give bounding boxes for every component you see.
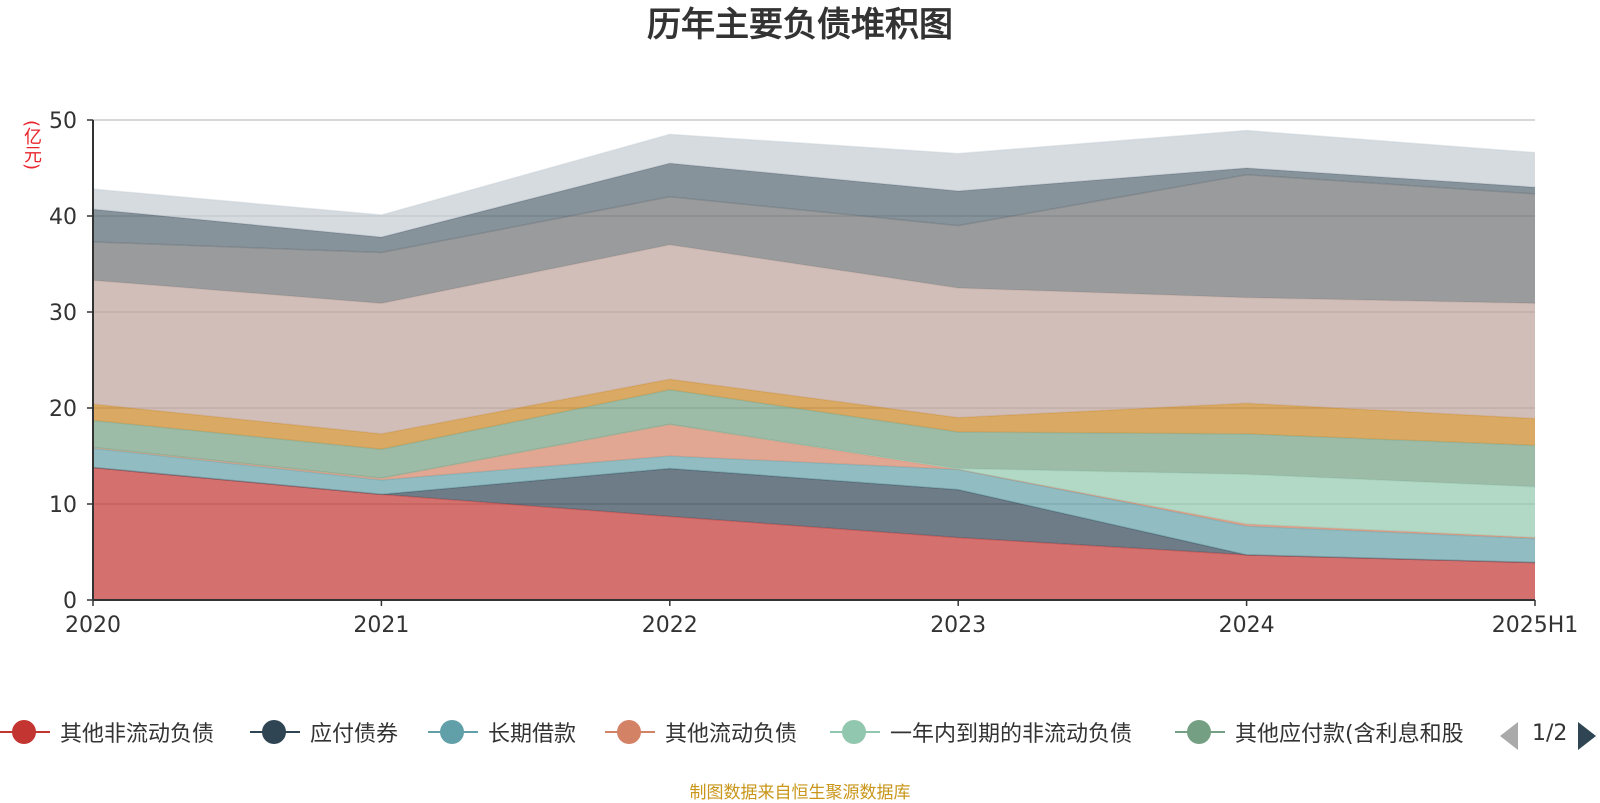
legend-marker-icon [0, 715, 50, 749]
legend-item[interactable]: 其他流动负债 [605, 715, 797, 749]
area-series-1 [93, 467, 1535, 600]
y-tick-label: 20 [49, 397, 77, 422]
area-series-9 [93, 174, 1535, 304]
legend-item[interactable]: 其他应付款(含利息和股 [1175, 715, 1464, 749]
legend-item[interactable]: 应付债券 [250, 715, 398, 749]
area-series-5 [93, 424, 1535, 538]
y-tick-label: 0 [63, 589, 77, 614]
legend: 其他非流动负债 应付债券 长期借款 其他流动负债 一年内到期的非流动负债 其他应付款(含利… [0, 715, 1600, 755]
area-series-11 [93, 130, 1535, 238]
legend-pager: 1/2 [1500, 718, 1600, 750]
legend-item[interactable]: 一年内到期的非流动负债 [830, 715, 1132, 749]
y-tick-label: 50 [49, 109, 77, 134]
area-series-6 [93, 389, 1535, 487]
legend-label: 其他非流动负债 [60, 722, 215, 747]
legend-marker-icon [830, 715, 880, 749]
stacked-area-chart: 0 10 20 30 40 50 2020 2021 2022 2023 2024 2025H1 [49, 109, 1578, 638]
legend-label: 其他流动负债 [665, 722, 798, 747]
legend-item[interactable]: 长期借款 [428, 715, 576, 749]
data-source-note: 制图数据来自恒生聚源数据库 [689, 783, 911, 803]
chart-title: 历年主要负债堆积图 [647, 5, 953, 45]
legend-label: 应付债券 [310, 722, 399, 747]
x-tick-label: 2023 [930, 613, 986, 638]
y-tick-label: 40 [49, 205, 77, 230]
area-series-10 [93, 163, 1535, 253]
axes: 0 10 20 30 40 50 2020 2021 2022 2023 2024 2025H1 [49, 109, 1578, 638]
x-tick-label: 2024 [1219, 613, 1275, 638]
legend-next-page-button[interactable] [1578, 722, 1596, 750]
x-tick-label: 2020 [65, 613, 121, 638]
legend-marker-icon [605, 715, 655, 749]
x-tick-label: 2025H1 [1492, 613, 1579, 638]
legend-marker-icon [250, 715, 300, 749]
y-tick-label: 10 [49, 493, 77, 518]
series-line-11 [92, 129, 1536, 216]
x-tick-label: 2021 [353, 613, 409, 638]
area-series-2 [93, 467, 1535, 563]
y-axis-unit-label: (亿元) [21, 120, 42, 171]
area-series-7 [93, 379, 1535, 450]
x-tick-label: 2022 [642, 613, 698, 638]
legend-label: 一年内到期的非流动负债 [890, 722, 1133, 747]
area-series [92, 129, 1536, 600]
legend-marker-icon [428, 715, 478, 749]
legend-page-indicator: 1/2 [1532, 721, 1568, 746]
y-tick-label: 30 [49, 301, 77, 326]
legend-label: 其他应付款(含利息和股 [1235, 722, 1464, 747]
area-series-8 [93, 244, 1535, 434]
legend-marker-icon [1175, 715, 1225, 749]
legend-item[interactable]: 其他非流动负债 [0, 715, 214, 749]
area-series-4 [93, 424, 1535, 539]
area-series-3 [93, 448, 1535, 563]
legend-prev-page-button[interactable] [1500, 722, 1518, 750]
legend-label: 长期借款 [488, 722, 577, 747]
